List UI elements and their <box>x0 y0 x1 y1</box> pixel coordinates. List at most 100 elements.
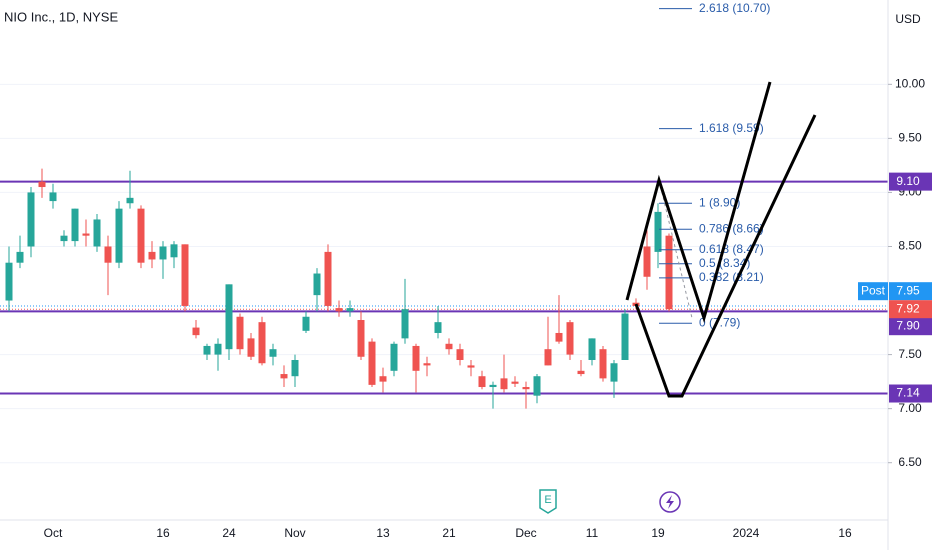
candle-body <box>280 374 288 379</box>
candle-body <box>346 308 354 312</box>
candle-body <box>478 376 486 388</box>
candle-body <box>555 332 563 342</box>
drawn-pattern <box>625 81 772 324</box>
candle-body <box>324 251 332 306</box>
candle-body <box>291 360 299 377</box>
candle-body <box>148 251 156 260</box>
candle-body <box>401 309 409 339</box>
candle-body <box>159 246 167 260</box>
candle-body <box>621 313 629 360</box>
candle-body <box>313 273 321 296</box>
price-badge-label: 7.92 <box>896 301 920 315</box>
candle-body <box>71 208 79 242</box>
currency: USD <box>895 12 921 26</box>
candle-body <box>27 192 35 247</box>
candle-body <box>368 341 376 385</box>
fib-label: 0.618 (8.47) <box>699 242 764 256</box>
x-tick-label: 11 <box>586 526 599 540</box>
candle-body <box>577 370 585 375</box>
candle-body <box>236 316 244 350</box>
candle-body <box>225 284 233 350</box>
candle-body <box>192 327 200 336</box>
price-badge <box>889 300 932 319</box>
y-tick-label: 8.50 <box>898 239 922 253</box>
fib-label: 0 (7.79) <box>699 315 740 329</box>
fib-label: 0.786 (8.66) <box>699 221 764 235</box>
x-tick-label: 2024 <box>733 526 760 540</box>
candle-body <box>60 235 68 242</box>
x-tick-label: 16 <box>838 526 852 540</box>
dividend-event[interactable] <box>659 491 681 513</box>
fib-label: 0.382 (8.21) <box>699 270 764 284</box>
candle-body <box>379 376 387 382</box>
candle-body <box>654 211 662 252</box>
y-tick-label: 10.00 <box>895 76 925 90</box>
candle-body <box>49 192 57 202</box>
candles <box>5 168 673 409</box>
candle-body <box>665 235 673 310</box>
candle-body <box>610 363 618 382</box>
symbol-title: NIO Inc., 1D, NYSE <box>4 9 118 24</box>
price-badges: 9.10 7.90 7.14 Post 7.95 7.92 <box>858 172 932 403</box>
candle-body <box>82 233 90 236</box>
candle-body <box>16 251 24 263</box>
event-label[interactable]: E <box>544 494 551 506</box>
drawn-pattern <box>634 114 817 398</box>
candle-body <box>434 322 442 333</box>
candle-body <box>126 197 134 204</box>
candle-body <box>302 316 310 331</box>
candle-body <box>38 181 46 188</box>
candle-body <box>247 338 255 357</box>
candle-body <box>588 338 596 360</box>
fib-label: 2.618 (10.70) <box>699 1 770 15</box>
candle-body <box>181 244 189 306</box>
candle-body <box>599 349 607 379</box>
candle-body <box>445 343 453 350</box>
candle-body <box>566 322 574 355</box>
event-icon[interactable] <box>539 489 557 514</box>
x-tick-label: 16 <box>156 526 170 540</box>
y-tick-label: 9.50 <box>898 131 922 145</box>
fib-label: 1.618 (9.59) <box>699 121 764 135</box>
candle-body <box>203 345 211 355</box>
candle-body <box>533 376 541 396</box>
candle-body <box>170 244 178 258</box>
price-badge-label: 9.10 <box>896 174 920 188</box>
candle-body <box>258 322 266 364</box>
grid <box>0 83 888 464</box>
price-badge-label: 7.90 <box>896 318 920 332</box>
candle-body <box>115 208 123 263</box>
x-tick-label: Dec <box>515 526 536 540</box>
x-tick-label: 13 <box>376 526 390 540</box>
post-tag <box>858 282 888 301</box>
y-tick-label: 6.50 <box>898 455 922 469</box>
candle-body <box>137 208 145 263</box>
candle-body <box>390 343 398 371</box>
x-tick-label: 24 <box>222 526 236 540</box>
y-tick-label: 7.50 <box>898 347 922 361</box>
candle-body <box>544 349 552 366</box>
price-badge <box>889 317 932 336</box>
x-tick-label: Oct <box>44 526 63 540</box>
candle-body <box>423 363 431 366</box>
candle-body <box>269 349 277 357</box>
candle-body <box>93 219 101 247</box>
candle-body <box>214 343 222 355</box>
candle-body <box>489 384 497 388</box>
candle-body <box>643 246 651 277</box>
candle-body <box>511 381 519 384</box>
candle-body <box>500 378 508 390</box>
candle-body <box>5 262 13 301</box>
earnings-event[interactable]: E <box>539 489 557 514</box>
y-tick-label: 7.00 <box>898 401 922 415</box>
x-tick-label: Nov <box>284 526 305 540</box>
x-tick-label: 21 <box>442 526 456 540</box>
candle-body <box>412 345 420 371</box>
candle-body <box>467 365 475 368</box>
candle-body <box>522 387 530 390</box>
candle-body <box>456 349 464 360</box>
x-tick-label: 19 <box>651 526 665 540</box>
